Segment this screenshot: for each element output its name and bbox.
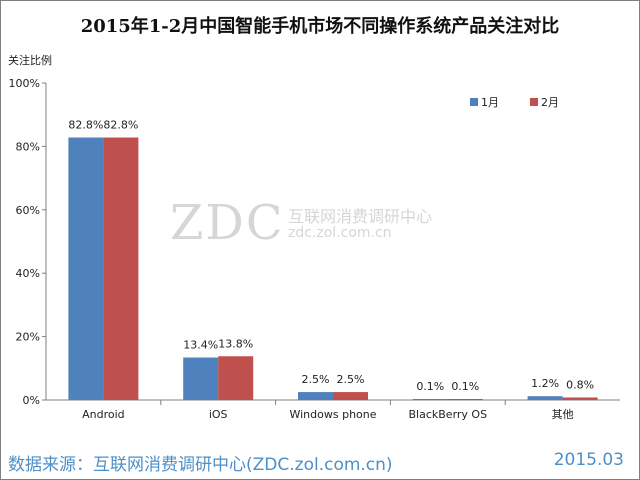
y-tick-label: 20% xyxy=(16,331,40,344)
footer: 数据来源：互联网消费调研中心(ZDC.zol.com.cn) 2015.03 xyxy=(0,446,640,480)
data-label: 0.1% xyxy=(416,380,444,393)
bar xyxy=(333,392,368,400)
bar xyxy=(412,399,448,400)
legend-label: 1月 xyxy=(481,96,499,109)
x-tick-label: Android xyxy=(82,408,125,421)
bar xyxy=(298,392,333,400)
legend-label: 2月 xyxy=(541,96,559,109)
data-label: 13.4% xyxy=(183,339,218,352)
x-tick-label: iOS xyxy=(209,408,228,421)
bar xyxy=(218,356,254,400)
bar-chart: 0% 20% 40% 60% 80% 100% Android 82.8% 82.8% iOS 13… xyxy=(9,77,620,421)
data-label: 2.5% xyxy=(337,373,365,386)
bar xyxy=(68,137,104,401)
data-label: 2.5% xyxy=(302,373,330,386)
x-tick-label: 其他 xyxy=(552,408,574,421)
data-label: 0.8% xyxy=(566,378,594,391)
data-label: 0.1% xyxy=(451,380,479,393)
y-tick-label: 100% xyxy=(9,77,40,90)
legend-swatch xyxy=(470,98,478,106)
legend-swatch xyxy=(530,98,538,106)
data-label: 13.8% xyxy=(218,337,253,350)
chart-title: 2015年1-2月中国智能手机市场不同操作系统产品关注对比 xyxy=(80,16,560,37)
y-tick-label: 60% xyxy=(16,204,40,217)
footer-date: 2015.03 xyxy=(553,450,624,470)
x-tick-label: BlackBerry OS xyxy=(409,408,488,421)
data-label: 1.2% xyxy=(531,377,559,390)
data-label: 82.8% xyxy=(103,119,138,132)
y-tick-label: 80% xyxy=(16,140,40,153)
x-tick-label: Windows phone xyxy=(289,408,376,421)
footer-source: 数据来源：互联网消费调研中心(ZDC.zol.com.cn) xyxy=(8,455,393,475)
y-tick-label: 0% xyxy=(23,394,40,407)
data-label: 82.8% xyxy=(68,119,103,132)
y-axis-label: 关注比例 xyxy=(8,54,52,67)
bar xyxy=(183,357,219,400)
bar xyxy=(447,399,483,400)
bar xyxy=(527,396,563,400)
bar xyxy=(562,397,598,400)
y-tick-label: 40% xyxy=(16,267,40,280)
bar xyxy=(103,137,139,401)
